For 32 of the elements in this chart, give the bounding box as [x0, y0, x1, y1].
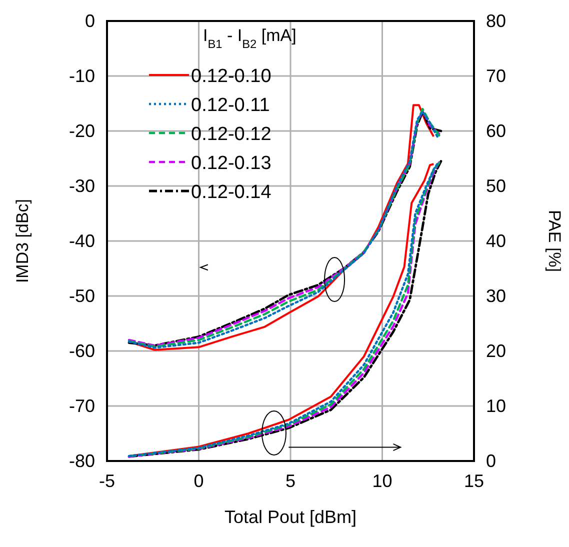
- y-tick-label: -50: [68, 286, 95, 306]
- y-tick-label: -80: [68, 451, 95, 471]
- y-axis-title: IMD3 [dBc]: [13, 198, 32, 284]
- y2-tick-label: 0: [486, 451, 496, 471]
- y-tick-label: 0: [84, 11, 95, 31]
- y-tick-label: -30: [68, 176, 95, 196]
- legend-label: 0.12-0.11: [191, 95, 270, 116]
- legend-label: 0.12-0.10: [191, 66, 272, 87]
- legend-label: 0.12-0.13: [191, 153, 272, 174]
- y2-tick-label: 70: [486, 66, 506, 86]
- x-tick-label: 10: [372, 471, 392, 491]
- x-tick-label: -5: [98, 471, 116, 491]
- x-axis-title: Total Pout [dBm]: [224, 507, 357, 527]
- y-tick-label: -60: [68, 341, 95, 361]
- y-tick-label: -40: [68, 231, 95, 251]
- x-tick-label: 0: [194, 471, 204, 491]
- y2-tick-label: 30: [486, 286, 506, 306]
- y-tick-label: -10: [68, 66, 95, 86]
- x-tick-label: 5: [285, 471, 296, 491]
- y-tick-label: -20: [68, 121, 95, 141]
- legend-label: 0.12-0.12: [191, 124, 272, 145]
- y2-tick-label: 20: [486, 341, 506, 361]
- y-tick-label: -70: [68, 396, 95, 416]
- y2-tick-label: 80: [486, 11, 506, 31]
- legend-label: 0.12-0.14: [191, 182, 272, 203]
- y2-axis-title: PAE [%]: [545, 210, 564, 272]
- y2-tick-label: 50: [486, 176, 506, 196]
- y2-tick-label: 60: [486, 121, 506, 141]
- x-tick-label: 15: [464, 471, 484, 491]
- legend-title: I$_{B1}$ - I$_{B2}$ [mA]: [203, 26, 296, 51]
- y2-tick-label: 40: [486, 231, 506, 251]
- y2-tick-label: 10: [486, 396, 506, 416]
